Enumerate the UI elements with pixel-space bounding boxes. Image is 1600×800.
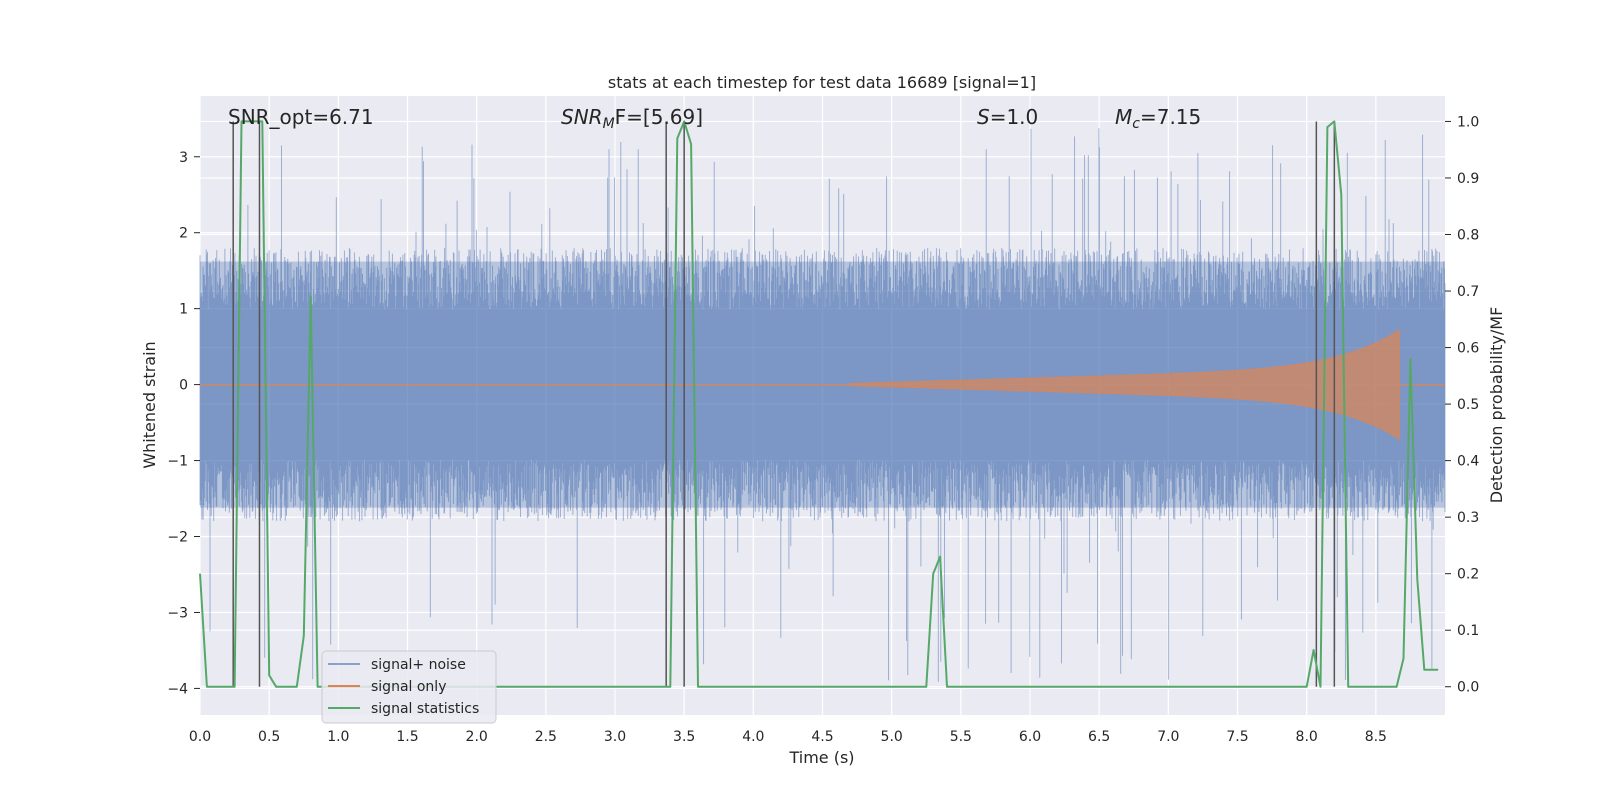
x-tick-label: 1.0 xyxy=(327,729,349,745)
y-ticks-right: 1.0 0.9 0.8 0.7 0.6 0.5 0.4 0.3 0.2 0.1 0.0 xyxy=(1445,114,1479,696)
annotation-snr-opt: SNR_opt=6.71 xyxy=(228,105,374,129)
x-tick-label: 3.0 xyxy=(604,729,626,745)
x-tick-label: 2.5 xyxy=(535,729,557,745)
y-left-tick-label: 3 xyxy=(179,150,188,166)
x-tick-label: 3.5 xyxy=(673,729,695,745)
y-axis-left-title: Whitened strain xyxy=(140,341,159,468)
y-left-tick-label: 1 xyxy=(179,302,188,318)
x-tick-label: 1.5 xyxy=(396,729,418,745)
chart-title: stats at each timestep for test data 166… xyxy=(608,73,1036,92)
legend-label-noise: signal+ noise xyxy=(371,657,466,673)
y-right-tick-label: 0.7 xyxy=(1457,284,1479,300)
y-ticks-left: 3 2 1 0 −1 −2 −3 −4 xyxy=(167,150,200,697)
x-tick-label: 4.0 xyxy=(742,729,764,745)
legend-label-stats: signal statistics xyxy=(371,701,479,717)
x-tick-label: 5.5 xyxy=(950,729,972,745)
x-tick-label: 7.0 xyxy=(1157,729,1179,745)
y-right-tick-label: 0.0 xyxy=(1457,680,1479,696)
y-left-tick-label: −3 xyxy=(167,605,188,621)
legend-box xyxy=(321,650,497,724)
annotation-mc: Mc=7.15 xyxy=(1115,105,1201,132)
y-right-tick-label: 0.9 xyxy=(1457,171,1479,187)
x-tick-label: 8.5 xyxy=(1365,729,1387,745)
y-left-tick-label: −1 xyxy=(167,454,188,470)
y-right-tick-label: 1.0 xyxy=(1457,114,1479,130)
y-right-tick-label: 0.4 xyxy=(1457,454,1479,470)
y-axis-right-title: Detection probability/MF xyxy=(1487,307,1506,504)
x-tick-label: 0.0 xyxy=(189,729,211,745)
x-tick-label: 7.5 xyxy=(1226,729,1248,745)
annotation-s: S=1.0 xyxy=(977,105,1038,129)
x-axis-title: Time (s) xyxy=(788,748,854,767)
marker-lines xyxy=(232,121,1336,687)
x-tick-label: 4.5 xyxy=(811,729,833,745)
legend-label-signal: signal only xyxy=(371,679,446,695)
y-right-tick-label: 0.3 xyxy=(1457,510,1479,526)
x-tick-label: 6.0 xyxy=(1019,729,1041,745)
x-tick-label: 8.0 xyxy=(1296,729,1318,745)
x-tick-label: 6.5 xyxy=(1088,729,1110,745)
y-right-tick-label: 0.5 xyxy=(1457,397,1479,413)
annotation-snr-mf: SNRMF=[5.69] xyxy=(561,105,703,132)
y-right-tick-label: 0.1 xyxy=(1457,623,1479,639)
y-left-tick-label: 0 xyxy=(179,378,188,394)
x-ticks: 0.0 0.5 1.0 1.5 2.0 2.5 3.0 3.5 4.0 4.5 5.0 5.5 6.0 6… xyxy=(189,729,1387,745)
x-tick-label: 2.0 xyxy=(466,729,488,745)
x-tick-label: 0.5 xyxy=(258,729,280,745)
y-left-tick-label: −2 xyxy=(167,530,188,546)
stats-series xyxy=(199,120,1439,688)
y-right-tick-label: 0.6 xyxy=(1457,341,1479,357)
signal-chirp xyxy=(849,329,1400,441)
y-right-tick-label: 0.8 xyxy=(1457,227,1479,243)
x-tick-label: 5.0 xyxy=(881,729,903,745)
stats-line xyxy=(199,120,1439,688)
y-right-tick-label: 0.2 xyxy=(1457,567,1479,583)
y-left-tick-label: 2 xyxy=(179,226,188,242)
legend: signal+ noise signal only signal statist… xyxy=(321,650,497,724)
y-left-tick-label: −4 xyxy=(167,681,188,697)
